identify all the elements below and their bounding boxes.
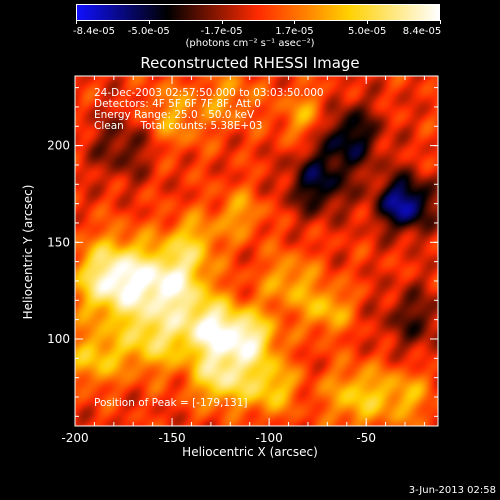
info-total-counts: Clean Total counts: 5.38E+03 [94,120,263,132]
info-detectors: Detectors: 4F 5F 6F 7F 8F, Att 0 [94,98,261,110]
chart-title: Reconstructed RHESSI Image [140,54,360,72]
colorbar-tick-mark [221,20,223,24]
y-tick-label: 150 [47,235,70,249]
colorbar-tick-label: -1.7e-05 [200,26,243,37]
heatmap-image [75,76,438,426]
x-tick-label: -200 [61,431,88,445]
colorbar-tick-label: -5.0e-05 [127,26,170,37]
x-tick-label: -50 [356,431,376,445]
x-tick-label: -150 [158,431,185,445]
y-axis-label: Heliocentric Y (arcsec) [21,184,35,320]
colorbar-tick-label: 8.4e-05 [402,26,442,37]
date-stamp: 3-Jun-2013 02:58 [408,485,496,496]
colorbar-tick-mark [440,20,441,24]
y-tick-label: 200 [47,139,70,153]
plot-frame [74,75,439,427]
colorbar-tick-mark [148,20,150,24]
info-energy-range: Energy Range: 25.0 - 50.0 keV [94,109,255,121]
peak-position-label: Position of Peak = [-179,131] [94,397,248,409]
colorbar-tick-label: 1.7e-05 [275,26,314,37]
colorbar [76,4,440,21]
colorbar-tick-mark [294,20,296,24]
x-axis-label: Heliocentric X (arcsec) [182,445,318,459]
info-time-range: 24-Dec-2003 02:57:50.000 to 03:03:50.000 [94,87,324,99]
colorbar-tick-mark [76,20,77,24]
y-tick-label: 100 [47,332,70,346]
colorbar-tick-label: -8.4e-05 [73,26,115,37]
x-tick-label: -100 [256,431,283,445]
colorbar-tick-mark [367,20,369,24]
colorbar-tick-label: 5.0e-05 [347,26,387,37]
colorbar-unit-label: (photons cm⁻² s⁻¹ asec⁻²) [185,38,315,49]
